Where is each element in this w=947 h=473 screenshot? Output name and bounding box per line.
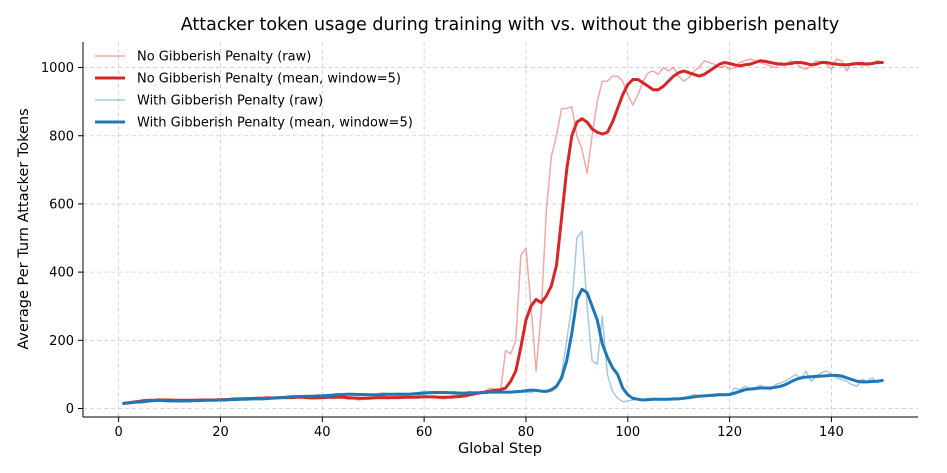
x-tick-label: 120: [717, 425, 742, 440]
y-tick-label: 800: [49, 129, 74, 144]
y-tick-label: 200: [49, 334, 74, 349]
y-tick-label: 600: [49, 197, 74, 212]
legend: No Gibberish Penalty (raw) No Gibberish P…: [95, 50, 413, 131]
grid: [83, 42, 918, 417]
legend-entry-label: With Gibberish Penalty (mean, window=5): [137, 116, 413, 131]
y-tick-label: 0: [66, 402, 74, 417]
x-tick-label: 0: [114, 425, 122, 440]
y-axis-label: Average Per Turn Attacker Tokens: [16, 108, 32, 349]
x-tick-label: 80: [518, 425, 535, 440]
ticks: 0 20 40 60 80 100 120 140 0 200 400 600 800 1000: [41, 61, 844, 440]
y-tick-label: 400: [49, 266, 74, 281]
legend-entry-label: With Gibberish Penalty (raw): [137, 94, 323, 109]
series-line-0-raw: [122, 58, 884, 405]
x-tick-label: 40: [314, 425, 331, 440]
axes: [82, 42, 918, 418]
x-axis-label: Global Step: [458, 441, 542, 457]
y-tick-label: 1000: [41, 61, 74, 76]
x-tick-label: 100: [615, 425, 640, 440]
x-tick-label: 20: [212, 425, 229, 440]
x-tick-label: 140: [819, 425, 844, 440]
legend-entry-label: No Gibberish Penalty (mean, window=5): [137, 72, 401, 87]
series-lines: [122, 58, 884, 405]
series-line-1-mean: [122, 59, 884, 405]
chart-title: Attacker token usage during training wit…: [181, 15, 840, 35]
series-line-2-raw: [122, 230, 884, 405]
x-tick-label: 60: [416, 425, 433, 440]
series-line-3-mean: [122, 287, 884, 405]
legend-entry-label: No Gibberish Penalty (raw): [137, 50, 311, 65]
